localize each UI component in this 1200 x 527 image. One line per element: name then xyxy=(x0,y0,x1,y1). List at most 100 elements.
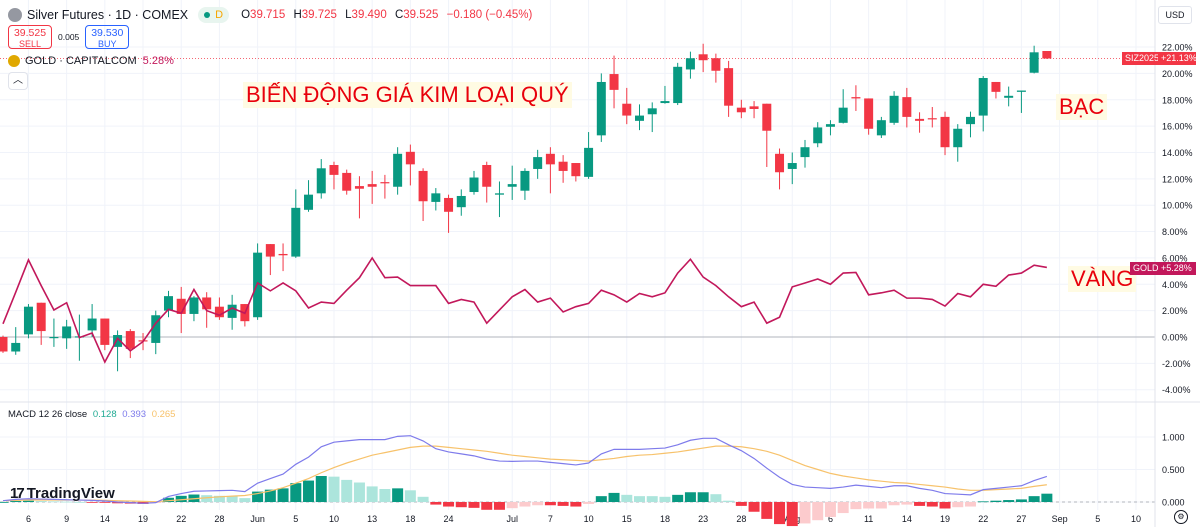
silver-logo-icon xyxy=(8,8,22,22)
candle-body xyxy=(469,177,479,193)
candle-body xyxy=(660,101,670,104)
sell-button[interactable]: 39.525 SELL xyxy=(8,25,52,49)
currency-button[interactable]: USD xyxy=(1158,6,1192,24)
candle xyxy=(762,103,772,167)
candle xyxy=(685,51,695,79)
candle xyxy=(151,310,161,355)
macd-histogram-bar xyxy=(697,492,709,502)
macd-histogram-bar xyxy=(22,500,34,502)
macd-signal-line xyxy=(2,445,1047,503)
candle xyxy=(189,296,199,322)
settings-gear-icon[interactable]: ⚙ xyxy=(1174,510,1188,524)
candle-body xyxy=(304,194,314,210)
macd-histogram-bar xyxy=(366,486,378,502)
macd-histogram-bar xyxy=(455,502,467,508)
tradingview-wordmark: TradingView xyxy=(26,485,115,502)
symbol-title[interactable]: Silver Futures · 1D · COMEX xyxy=(27,8,189,22)
candle-body xyxy=(494,193,504,195)
macd-line xyxy=(2,435,1048,504)
candle xyxy=(838,89,848,124)
candle xyxy=(253,243,263,320)
candle xyxy=(49,318,59,347)
candle-body xyxy=(380,182,390,184)
symbol-header: Silver Futures · 1D · COMEX D O39.715 H3… xyxy=(8,7,537,23)
candle xyxy=(953,124,963,162)
time-axis-label: 15 xyxy=(622,514,632,524)
macd-histogram-bar xyxy=(926,502,938,507)
macd-legend[interactable]: MACD 12 26 close 0.128 0.393 0.265 xyxy=(8,409,175,420)
candle-body xyxy=(635,115,644,121)
candle-body xyxy=(762,103,772,131)
candle xyxy=(304,180,314,212)
candle xyxy=(596,73,606,142)
macd-histogram-bar xyxy=(583,502,595,504)
macd-histogram-bar xyxy=(557,502,569,506)
macd-histogram-bar xyxy=(493,502,505,510)
macd-histogram-bar xyxy=(443,502,455,507)
price-axis-label: 14.00% xyxy=(1162,148,1193,158)
annotation-gold[interactable]: VÀNG xyxy=(1068,266,1137,292)
macd-histogram-bar xyxy=(1015,499,1027,502)
time-axis-label: 28 xyxy=(214,514,224,524)
macd-histogram-bar xyxy=(977,501,989,503)
candle-body xyxy=(393,153,403,187)
buy-button[interactable]: 39.530 BUY xyxy=(85,25,130,49)
candle xyxy=(87,304,97,337)
candle-body xyxy=(736,107,746,113)
candle-body xyxy=(1029,52,1039,73)
candle-body xyxy=(545,153,555,165)
candle xyxy=(456,189,466,216)
sell-label: SELL xyxy=(18,39,42,49)
macd-axis-label: 0.500 xyxy=(1162,465,1185,475)
candle-body xyxy=(838,107,848,123)
candle-body xyxy=(965,116,975,125)
gold-symbol-tag: GOLD xyxy=(1130,262,1162,275)
time-axis-label: Jun xyxy=(250,514,265,524)
annotation-silver[interactable]: BẠC xyxy=(1056,94,1108,120)
macd-histogram-bar xyxy=(35,501,47,502)
market-status-badge[interactable]: D xyxy=(198,7,230,23)
time-axis-label: 9 xyxy=(64,514,69,524)
price-axis-label: 6.00% xyxy=(1162,253,1188,263)
tradingview-logo[interactable]: 17 TradingView xyxy=(10,485,115,502)
candle-body xyxy=(647,108,657,115)
candle xyxy=(864,98,874,135)
macd-histogram-bar xyxy=(812,502,824,521)
price-axis-label: 4.00% xyxy=(1162,280,1188,290)
macd-histogram-bar xyxy=(430,502,442,505)
candle-body xyxy=(787,163,797,169)
macd-histogram-bar xyxy=(73,502,85,503)
candle-body xyxy=(87,318,97,331)
price-axis-label: 18.00% xyxy=(1162,95,1193,105)
time-axis-label: 14 xyxy=(100,514,110,524)
candle-body xyxy=(405,151,415,165)
macd-histogram-bar xyxy=(824,502,836,517)
candle xyxy=(405,144,415,186)
annotation-title[interactable]: BIẾN ĐỘNG GIÁ KIM LOẠI QUÝ xyxy=(243,82,572,108)
candle xyxy=(227,294,237,330)
candle xyxy=(660,85,670,104)
compare-legend-gold[interactable]: GOLD · CAPITALCOM 5.28% xyxy=(8,55,174,67)
candle-body xyxy=(596,81,606,136)
price-axis-label: 22.00% xyxy=(1162,43,1193,53)
candle-body xyxy=(151,315,161,343)
collapse-legend-button[interactable]: ︿ xyxy=(8,72,28,90)
candle-body xyxy=(825,124,835,127)
candle-body xyxy=(163,296,173,311)
macd-line-value: 0.393 xyxy=(122,409,147,420)
time-axis-label: 18 xyxy=(660,514,670,524)
macd-histogram-bar xyxy=(595,496,607,502)
candle xyxy=(329,161,339,190)
macd-histogram-bar xyxy=(888,502,900,506)
candle xyxy=(367,170,377,204)
macd-histogram-bar xyxy=(1041,493,1053,502)
candle-body xyxy=(533,157,543,169)
chevron-up-icon: ︿ xyxy=(13,75,23,86)
macd-histogram-bar xyxy=(226,496,238,502)
market-open-dot-icon xyxy=(204,12,211,18)
candle-body xyxy=(1004,95,1014,98)
candle-body xyxy=(571,163,581,177)
macd-histogram-bar xyxy=(506,502,518,509)
candle-body xyxy=(584,147,594,177)
